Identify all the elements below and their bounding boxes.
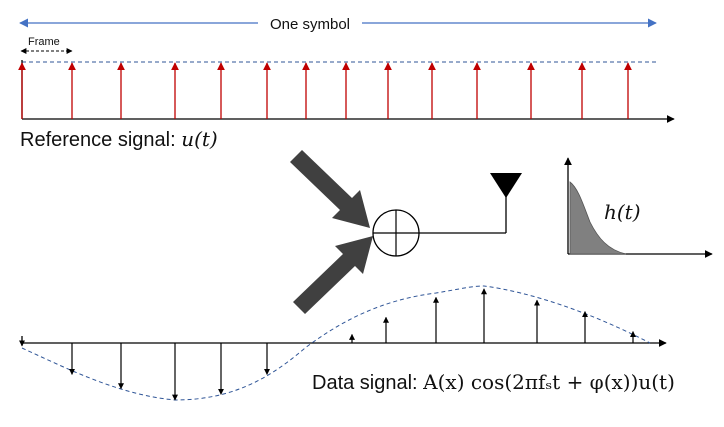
data-signal-label: Data signal: A(x) cos(2πfₛt + φ(x))u(t) [312,370,675,394]
frame-label: Frame [28,36,60,48]
data-input-arrow [293,236,373,314]
reference-signal-label: Reference signal: u(t) [20,127,218,151]
data-signal-text: Data signal: [312,372,423,394]
antenna-icon [490,173,522,198]
data-envelope [21,285,651,401]
reference-signal-formula: u(t) [181,127,218,151]
reference-signal-text: Reference signal: [20,129,181,151]
symbol-label: One symbol [270,16,350,33]
data-pulses [19,288,636,401]
reference-pulses [18,62,632,119]
impulse-response-label: h(t) [604,200,641,224]
data-signal-formula: A(x) cos(2πfₛt + φ(x))u(t) [422,370,675,394]
reference-input-arrow [290,150,370,228]
symbol-label-bg [258,12,362,34]
impulse-response-curve [569,181,627,255]
